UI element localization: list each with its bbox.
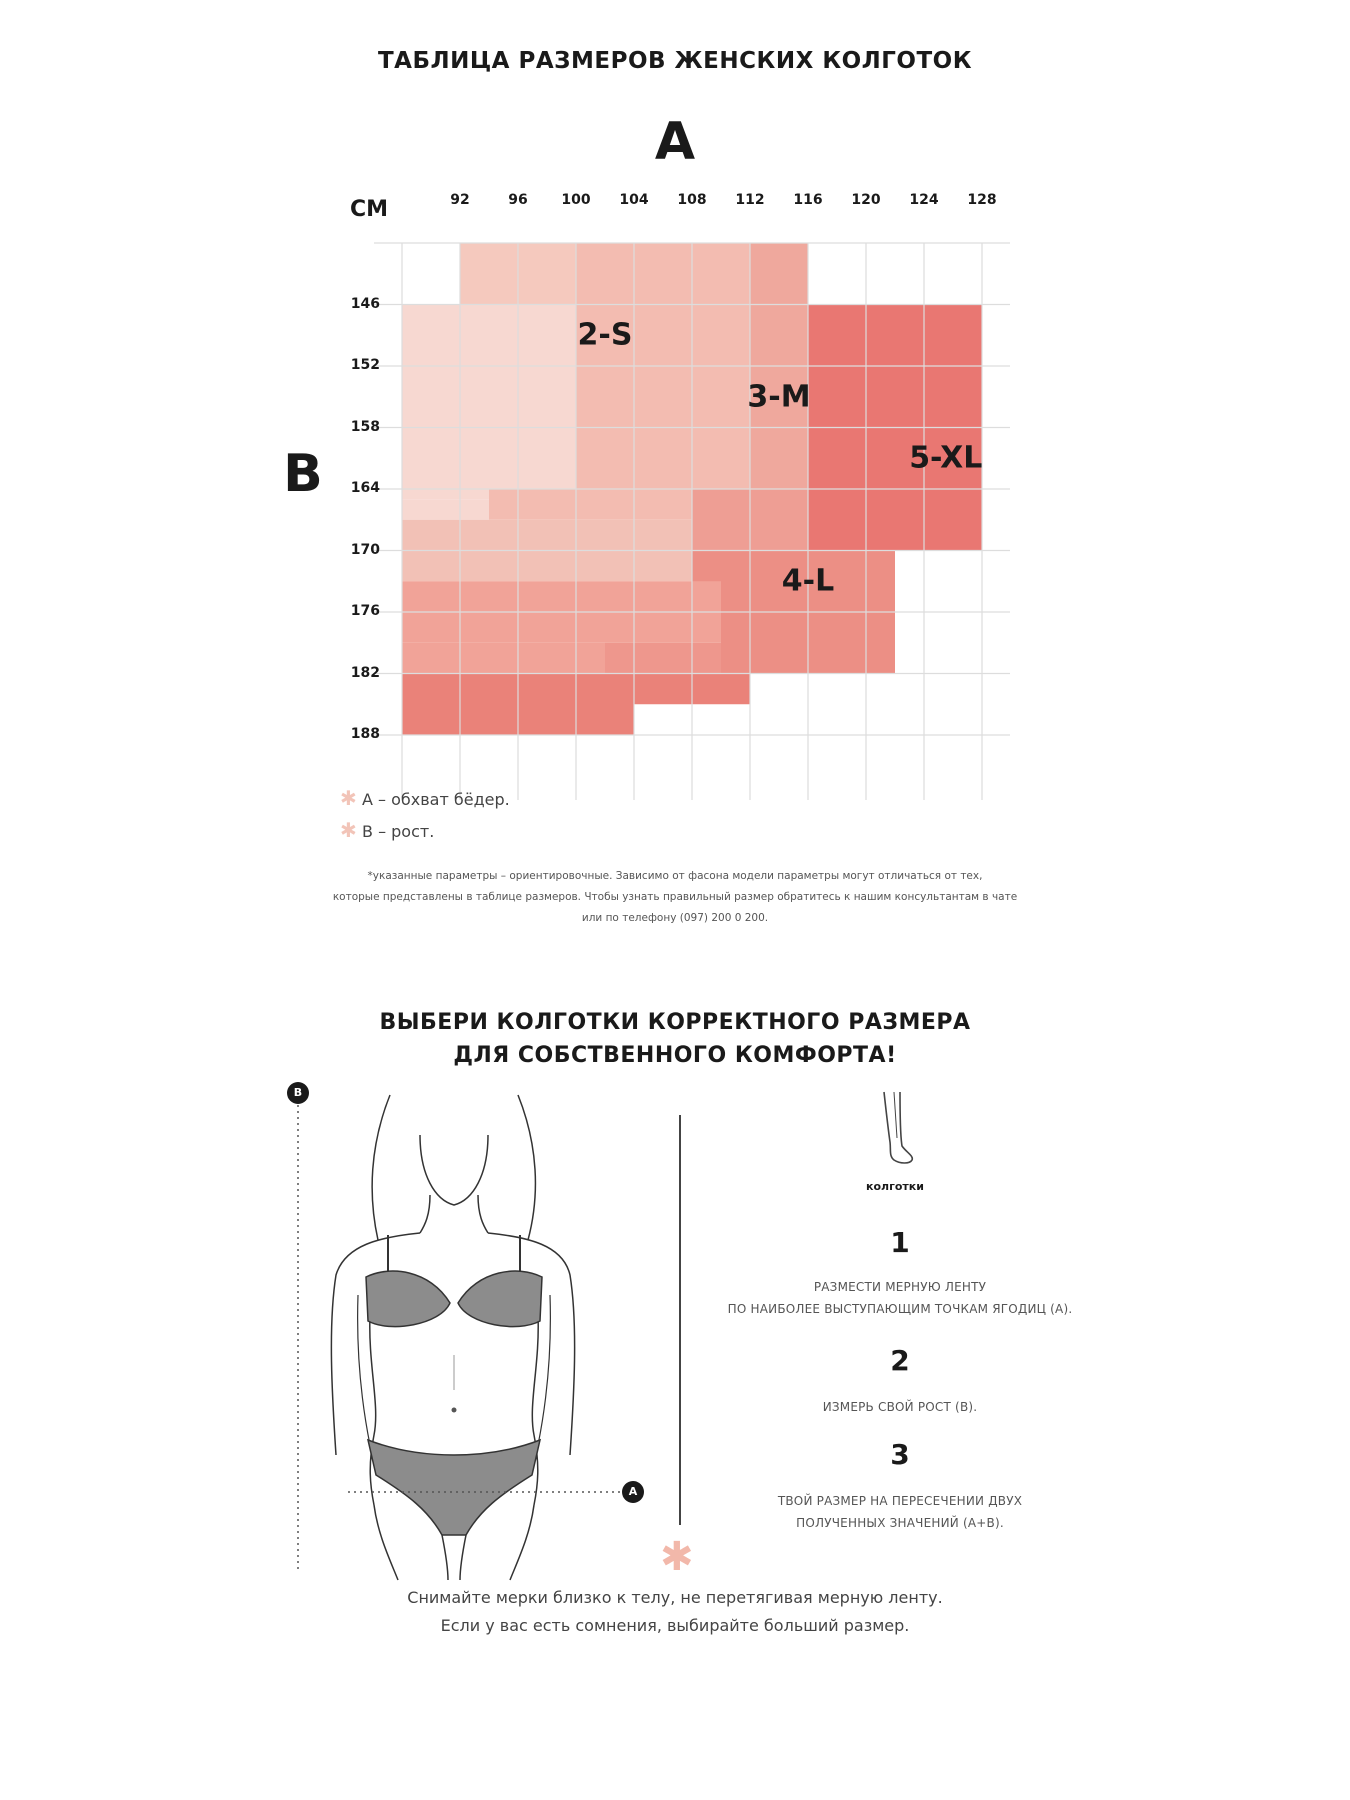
y-tick-label: 164 bbox=[350, 480, 380, 496]
guide-subtitle-line: ДЛЯ СОБСТВЕННОГО КОМФОРТА! bbox=[453, 1043, 897, 1068]
x-tick-label: 92 bbox=[450, 192, 470, 208]
x-tick-label: 116 bbox=[793, 192, 823, 208]
x-tick-label: 120 bbox=[851, 192, 881, 208]
tights-icon bbox=[883, 1091, 914, 1164]
body-figure-illustration bbox=[297, 1093, 620, 1581]
step-text: РАЗМЕСТИ МЕРНУЮ ЛЕНТУ ПО НАИБОЛЕЕ ВЫСТУП… bbox=[660, 1276, 1140, 1320]
legend-label: B – рост. bbox=[362, 822, 435, 841]
asterisk-icon: ✱ bbox=[340, 786, 357, 810]
footnote-line: или по телефону (097) 200 0 200. bbox=[581, 912, 769, 924]
x-tick-label: 104 bbox=[619, 192, 649, 208]
x-tick-label: 128 bbox=[967, 192, 997, 208]
step-text: ТВОЙ РАЗМЕР НА ПЕРЕСЕЧЕНИИ ДВУХ ПОЛУЧЕНН… bbox=[660, 1490, 1140, 1534]
legend-item-b: ✱ B – рост. bbox=[340, 818, 434, 842]
briefs-shape bbox=[366, 1438, 542, 1536]
footnote-line: *указанные параметры – ориентировочные. … bbox=[367, 870, 983, 882]
y-tick-label: 170 bbox=[350, 541, 380, 558]
marker-a: A bbox=[622, 1481, 644, 1503]
tip-line: Снимайте мерки близко к телу, не перетяг… bbox=[407, 1588, 943, 1607]
step-line: ПО НАИБОЛЕЕ ВЫСТУПАЮЩИМ ТОЧКАМ ЯГОДИЦ (A… bbox=[727, 1302, 1073, 1316]
x-tick-label: 124 bbox=[909, 192, 939, 208]
step-line: ПОЛУЧЕННЫХ ЗНАЧЕНИЙ (A+B). bbox=[796, 1516, 1004, 1530]
axis-a-label: A bbox=[654, 112, 696, 172]
legend-item-a: ✱ A – обхват бёдер. bbox=[340, 786, 510, 810]
size-label-3-m: 3-M bbox=[747, 379, 811, 415]
tights-label: колготки bbox=[866, 1180, 924, 1193]
legend-label: A – обхват бёдер. bbox=[362, 790, 510, 809]
unit-label: СМ bbox=[350, 197, 389, 222]
footnote-line: которые представлены в таблице размеров.… bbox=[332, 891, 1018, 903]
bra-shape bbox=[365, 1270, 451, 1328]
size-label-5-xl: 5-XL bbox=[909, 440, 983, 476]
step-text: ИЗМЕРЬ СВОЙ РОСТ (B). bbox=[660, 1396, 1140, 1418]
size-label-4-l: 4-L bbox=[781, 563, 835, 599]
y-tick-label: 152 bbox=[350, 357, 380, 373]
step-number: 3 bbox=[890, 1438, 910, 1471]
marker-b: B bbox=[287, 1082, 309, 1104]
guide-subtitle: ВЫБЕРИ КОЛГОТКИ КОРРЕКТНОГО РАЗМЕРА ДЛЯ … bbox=[0, 1006, 1350, 1072]
tip-line: Если у вас есть сомнения, выбирайте боль… bbox=[440, 1616, 910, 1635]
step-line: РАЗМЕСТИ МЕРНУЮ ЛЕНТУ bbox=[813, 1280, 987, 1294]
y-tick-label: 146 bbox=[350, 295, 380, 312]
axis-b-label: B bbox=[283, 444, 323, 504]
size-chart bbox=[374, 242, 1010, 800]
footnote: *указанные параметры – ориентировочные. … bbox=[220, 866, 1130, 929]
x-tick-label: 108 bbox=[677, 192, 707, 208]
size-label-2-s: 2-S bbox=[577, 317, 633, 353]
x-tick-label: 100 bbox=[561, 192, 591, 208]
size-region-2-s bbox=[402, 499, 489, 520]
size-region-4-l bbox=[402, 642, 605, 674]
y-tick-label: 182 bbox=[350, 664, 380, 681]
asterisk-icon: ✱ bbox=[340, 818, 357, 842]
asterisk-icon: ✱ bbox=[660, 1534, 694, 1580]
y-tick-label: 176 bbox=[350, 603, 380, 619]
size-region-4-l bbox=[692, 550, 895, 612]
size-region-4-l bbox=[605, 642, 721, 674]
step-line: ТВОЙ РАЗМЕР НА ПЕРЕСЕЧЕНИИ ДВУХ bbox=[777, 1494, 1023, 1508]
step-number: 1 bbox=[890, 1226, 910, 1259]
size-region-2-s bbox=[402, 304, 576, 500]
x-tick-label: 96 bbox=[508, 192, 528, 208]
page-title: ТАБЛИЦА РАЗМЕРОВ ЖЕНСКИХ КОЛГОТОК bbox=[377, 48, 973, 74]
y-tick-label: 158 bbox=[350, 418, 380, 435]
step-number: 2 bbox=[890, 1344, 910, 1377]
guide-subtitle-line: ВЫБЕРИ КОЛГОТКИ КОРРЕКТНОГО РАЗМЕРА bbox=[379, 1010, 971, 1035]
x-tick-label: 112 bbox=[735, 192, 765, 208]
divider bbox=[679, 1115, 681, 1525]
step-line: ИЗМЕРЬ СВОЙ РОСТ (B). bbox=[822, 1400, 978, 1414]
y-tick-label: 188 bbox=[350, 726, 380, 742]
